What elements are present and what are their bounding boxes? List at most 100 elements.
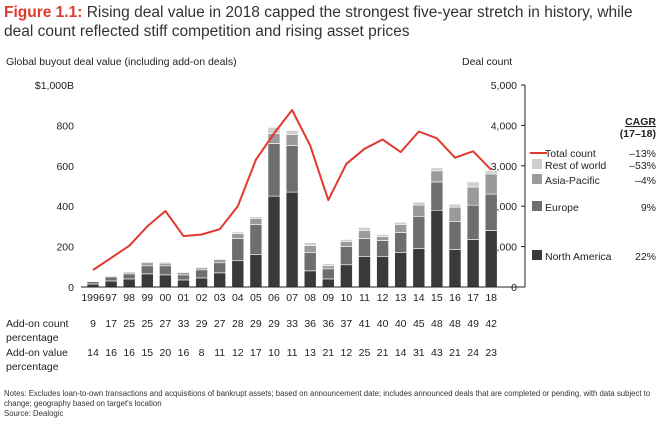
bar-rest-of-world (448, 203, 462, 208)
bar-europe (159, 265, 172, 276)
bar-north-america (484, 230, 498, 288)
addon-count-value: 40 (377, 318, 389, 330)
bar-asia-pacific (285, 134, 299, 146)
bar-north-america (358, 256, 371, 288)
x-tick-label: 04 (232, 292, 244, 304)
x-tick-label: 03 (214, 292, 226, 304)
bar-europe (484, 193, 498, 231)
bar-europe (213, 262, 226, 274)
bar-europe (249, 224, 263, 255)
bar-europe (104, 276, 118, 282)
bar-north-america (122, 278, 136, 288)
x-tick-label: 09 (322, 292, 334, 304)
legend-swatch-rest-of-world (532, 159, 542, 169)
bar-asia-pacific (231, 233, 245, 239)
bar-rest-of-world (321, 263, 335, 267)
bar-asia-pacific (448, 206, 462, 222)
x-tick-label: 01 (178, 292, 190, 304)
bar-europe (267, 143, 281, 197)
addon-value-value: 20 (160, 347, 172, 359)
addon-count-value: 33 (286, 318, 298, 330)
bar-north-america (394, 252, 408, 288)
addon-count-value: 29 (268, 318, 280, 330)
bar-asia-pacific (159, 262, 172, 267)
legend-label-europe: Europe (545, 202, 579, 214)
bar-rest-of-world (195, 266, 208, 269)
x-tick-label: 16 (449, 292, 461, 304)
addon-count-value: 29 (250, 318, 262, 330)
x-tick-label: 14 (413, 292, 425, 304)
addon-value-value: 16 (105, 347, 117, 359)
addon-count-value: 42 (485, 318, 497, 330)
bar-rest-of-world (358, 227, 371, 231)
title-text: Rising deal value in 2018 capped the str… (4, 4, 633, 40)
bar-north-america (430, 209, 444, 288)
legend-cagr-rest-of-world: –53% (629, 160, 656, 172)
bar-north-america (195, 277, 208, 288)
x-tick-label: 97 (105, 292, 117, 304)
left-tick-label: $1,000B (35, 80, 74, 92)
legend-label-rest-of-world: Rest of world (545, 160, 606, 172)
x-tick-label: 07 (286, 292, 298, 304)
addon-count-value: 48 (449, 318, 461, 330)
bar-rest-of-world (285, 130, 299, 135)
addon-count-value: 29 (196, 318, 208, 330)
addon-count-value: 17 (105, 318, 117, 330)
bar-rest-of-world (340, 239, 353, 242)
bar-north-america (231, 260, 245, 288)
addon-value-value: 21 (377, 347, 389, 359)
cagr-title: CAGR (625, 116, 656, 128)
bar-europe (177, 274, 190, 281)
figure-label: Figure 1.1: (4, 4, 83, 21)
left-axis-title: Global buyout deal value (including add-… (6, 56, 237, 68)
legend-cagr-total-count: –13% (629, 148, 656, 160)
legend-cagr-europe: 9% (641, 202, 656, 214)
bar-rest-of-world (303, 242, 317, 246)
bar-rest-of-world (159, 261, 172, 264)
x-tick-label: 11 (359, 292, 370, 304)
right-tick-label: 3,000 (491, 161, 517, 173)
x-tick-label: 00 (160, 292, 172, 304)
bar-north-america (448, 249, 462, 288)
total-count-line (92, 109, 492, 271)
x-tick-label: 17 (467, 292, 479, 304)
bar-north-america (466, 239, 480, 288)
bar-north-america (213, 272, 226, 288)
x-tick-label: 12 (377, 292, 389, 304)
addon-value-value: 17 (250, 347, 262, 359)
bar-north-america (104, 280, 118, 288)
addon-value-value: 16 (178, 347, 190, 359)
bar-north-america (321, 278, 335, 288)
addon-value-value: 23 (485, 347, 497, 359)
bar-rest-of-world (412, 201, 426, 206)
addon-value-value: 8 (199, 347, 205, 359)
addon-count-value: 41 (359, 318, 371, 330)
right-tick-label: 5,000 (491, 80, 517, 92)
addon-value-value: 11 (214, 347, 225, 359)
bar-europe (122, 273, 136, 280)
addon-count-value: 45 (413, 318, 425, 330)
bar-rest-of-world (394, 222, 408, 225)
bar-rest-of-world (376, 234, 389, 237)
addon-value-value: 13 (304, 347, 316, 359)
addon-count-label: percentage (6, 332, 59, 344)
addon-value-value: 43 (431, 347, 443, 359)
left-tick-label: 400 (56, 201, 74, 213)
addon-value-value: 14 (87, 347, 99, 359)
chart-title: Figure 1.1: Rising deal value in 2018 ca… (4, 3, 654, 41)
legend-label-north-america: North America (545, 251, 612, 263)
x-tick-label: 18 (485, 292, 497, 304)
bar-asia-pacific (321, 265, 335, 270)
addon-value-label: Add-on value (6, 347, 68, 359)
addon-value-value: 31 (413, 347, 425, 359)
addon-count-value: 37 (341, 318, 353, 330)
x-tick-label: 15 (431, 292, 443, 304)
bar-asia-pacific (412, 204, 426, 217)
bar-north-america (249, 254, 263, 288)
bar-rest-of-world (466, 181, 480, 188)
x-tick-label: 98 (123, 292, 135, 304)
addon-value-value: 12 (232, 347, 244, 359)
source-text: Source: Dealogic (4, 409, 64, 418)
bar-europe (86, 281, 100, 285)
right-axis-title: Deal count (462, 56, 513, 68)
